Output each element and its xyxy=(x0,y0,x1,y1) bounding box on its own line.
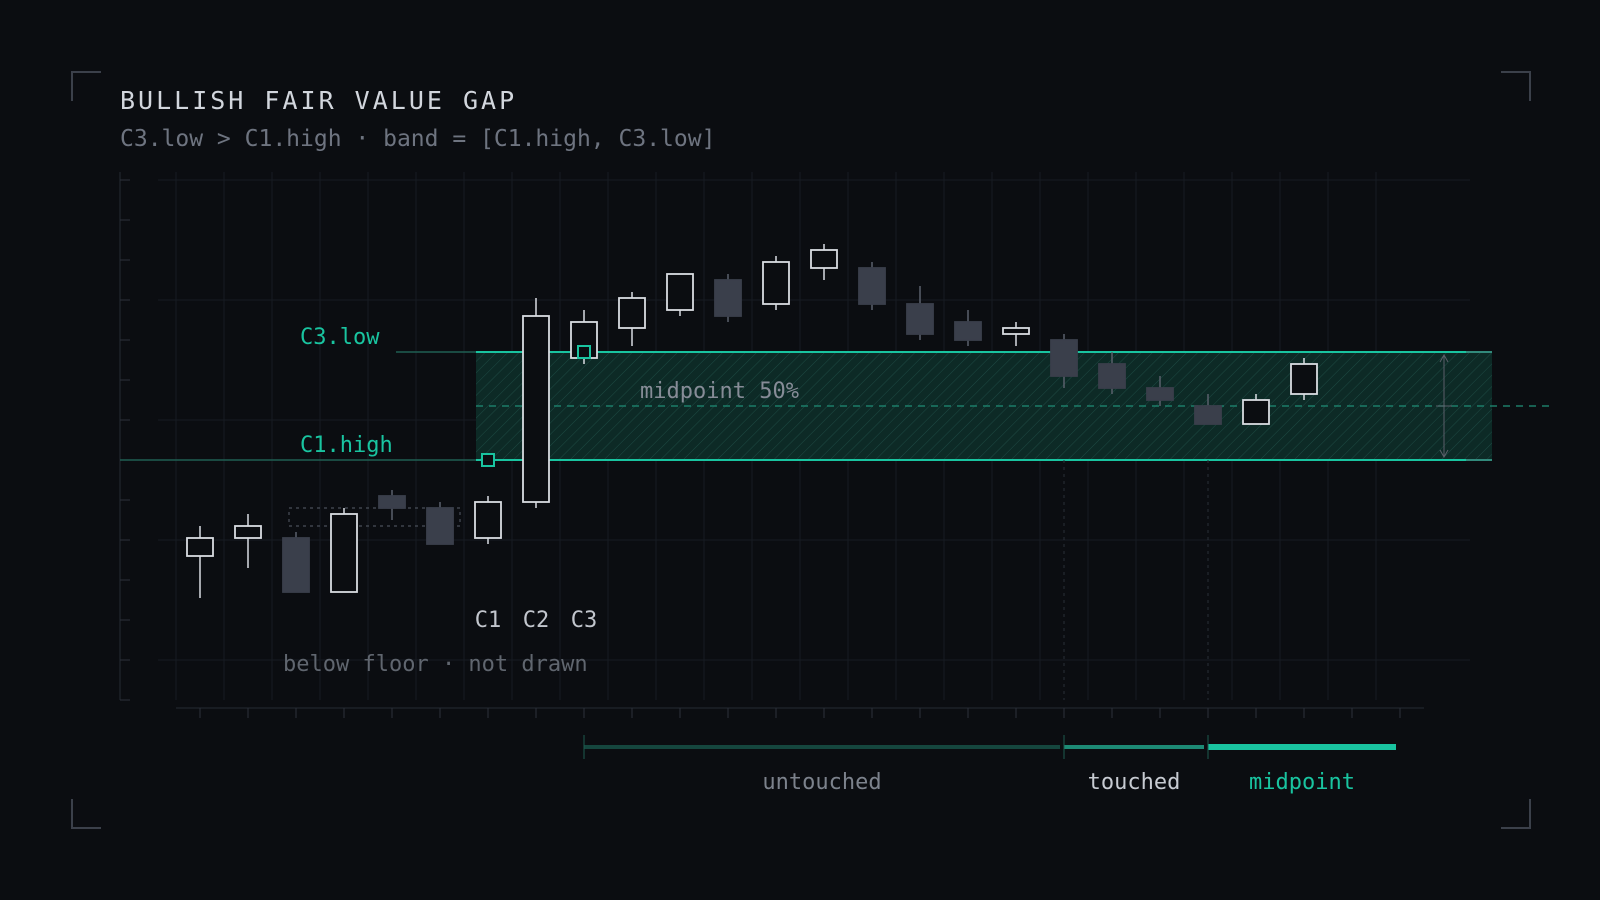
candle-body-bearish xyxy=(1194,405,1222,425)
corner-bracket-top-right xyxy=(1501,71,1531,101)
candle-body-bearish xyxy=(1050,339,1078,377)
candle-body-bearish xyxy=(858,267,886,305)
corner-bracket-bottom-left xyxy=(71,799,101,829)
c3-low-label: C3.low xyxy=(300,325,380,350)
below-floor-label: below floor · not drawn xyxy=(283,652,588,677)
candle-label: C3 xyxy=(571,608,598,633)
below-floor-box xyxy=(288,507,461,527)
candle-body-bullish xyxy=(234,525,262,539)
candle-body-bearish xyxy=(906,303,934,335)
measure-arrow-down-icon xyxy=(1439,449,1449,459)
candle-body-bearish xyxy=(954,321,982,341)
candle-body-bullish xyxy=(666,273,694,311)
candle-body-bullish xyxy=(1290,363,1318,395)
candle-body-bearish xyxy=(1146,387,1174,401)
candle-body-bullish xyxy=(186,537,214,557)
candle-body-bullish xyxy=(618,297,646,329)
midpoint-label: midpoint 50% xyxy=(640,379,799,404)
timeline-label-touched: touched xyxy=(1088,770,1181,795)
candle-body-bullish xyxy=(522,315,550,503)
candle-body-bullish xyxy=(330,513,358,593)
c3-low-marker xyxy=(577,345,591,359)
candle-label: C2 xyxy=(523,608,550,633)
candle-body-bearish xyxy=(378,495,406,509)
measure-arrow-up-icon xyxy=(1439,353,1449,363)
c1-high-marker xyxy=(481,453,495,467)
chart-title: BULLISH FAIR VALUE GAP xyxy=(120,86,518,115)
candle-body-bullish xyxy=(810,249,838,269)
candle-body-bearish xyxy=(426,507,454,545)
candle-body-bearish xyxy=(282,537,310,593)
timeline-label-untouched: untouched xyxy=(762,770,881,795)
candle-body-bullish xyxy=(1242,399,1270,425)
c1-high-label: C1.high xyxy=(300,433,393,458)
timeline-label-midpoint: midpoint xyxy=(1249,770,1355,795)
corner-bracket-bottom-right xyxy=(1501,799,1531,829)
candle-body-bullish xyxy=(1002,327,1030,335)
candle-body-bullish xyxy=(762,261,790,305)
corner-bracket-top-left xyxy=(71,71,101,101)
candle-body-bearish xyxy=(1098,363,1126,389)
candle-body-bearish xyxy=(714,279,742,317)
chart-subtitle: C3.low > C1.high · band = [C1.high, C3.l… xyxy=(120,126,716,152)
candle-body-bullish xyxy=(474,501,502,539)
candle-label: C1 xyxy=(475,608,502,633)
